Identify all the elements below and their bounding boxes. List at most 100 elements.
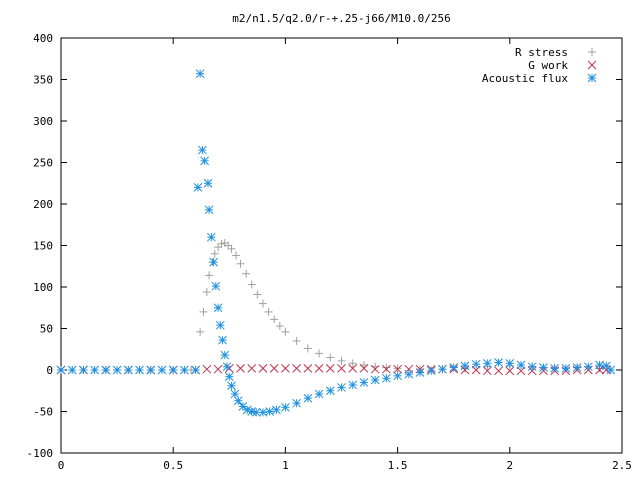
data-point bbox=[238, 402, 248, 411]
y-tick-label: 250 bbox=[33, 157, 53, 170]
y-tick-label: 100 bbox=[33, 281, 53, 294]
data-point bbox=[224, 372, 234, 381]
data-point bbox=[220, 350, 230, 360]
data-point bbox=[292, 363, 301, 373]
data-point bbox=[236, 259, 245, 268]
legend-label: Acoustic flux bbox=[482, 72, 568, 85]
data-point bbox=[382, 363, 391, 372]
data-point bbox=[505, 359, 515, 368]
data-point bbox=[494, 358, 503, 367]
data-point bbox=[315, 349, 324, 358]
data-point bbox=[112, 365, 122, 375]
data-point bbox=[90, 365, 100, 375]
data-point bbox=[258, 299, 267, 308]
y-tick-label: -50 bbox=[33, 406, 53, 419]
data-point bbox=[281, 363, 290, 373]
data-point bbox=[202, 287, 211, 296]
data-point bbox=[348, 380, 358, 390]
data-point bbox=[527, 362, 537, 372]
data-point bbox=[199, 307, 208, 316]
data-point bbox=[460, 361, 470, 371]
data-point bbox=[146, 365, 156, 375]
y-tick-label: 300 bbox=[33, 115, 53, 128]
data-point bbox=[242, 269, 251, 278]
data-point bbox=[325, 386, 335, 396]
y-tick-label: 400 bbox=[33, 32, 53, 45]
series-acoustic-flux bbox=[56, 69, 616, 417]
y-tick-label: 350 bbox=[33, 74, 53, 87]
data-point bbox=[251, 407, 261, 417]
data-point bbox=[233, 396, 243, 406]
data-point bbox=[382, 364, 391, 374]
data-point bbox=[101, 365, 111, 375]
legend-marker bbox=[588, 48, 596, 56]
data-point bbox=[210, 249, 219, 258]
data-point bbox=[348, 359, 357, 368]
data-point bbox=[326, 353, 335, 362]
data-point bbox=[157, 365, 167, 375]
legend-marker bbox=[587, 73, 597, 83]
data-point bbox=[269, 363, 279, 373]
axis-ticks: -100 -50 0 50 100 150 200 250 300 350 400 0 0.5 1 1.5 2… bbox=[27, 32, 632, 472]
data-point bbox=[79, 365, 88, 375]
y-tick-label: 0 bbox=[46, 364, 53, 377]
data-point bbox=[232, 251, 241, 260]
y-tick-label: 200 bbox=[33, 198, 53, 211]
data-point bbox=[56, 365, 66, 375]
data-point bbox=[438, 364, 447, 374]
data-point bbox=[193, 183, 203, 192]
data-point bbox=[393, 371, 402, 381]
data-point bbox=[539, 363, 548, 372]
data-point bbox=[198, 145, 207, 155]
data-point bbox=[196, 327, 205, 336]
data-point bbox=[227, 244, 236, 253]
data-point bbox=[206, 232, 216, 242]
data-point bbox=[393, 364, 402, 373]
data-point bbox=[527, 366, 537, 376]
data-point bbox=[264, 307, 273, 316]
x-tick-label: 2 bbox=[506, 459, 513, 472]
data-point bbox=[303, 344, 312, 353]
data-point bbox=[303, 363, 313, 373]
data-point bbox=[202, 364, 212, 374]
data-point bbox=[460, 365, 470, 375]
y-tick-label: 50 bbox=[40, 323, 53, 336]
data-point bbox=[382, 373, 391, 383]
data-point bbox=[550, 363, 560, 373]
data-point bbox=[314, 363, 324, 373]
x-tick-label: 2.5 bbox=[612, 459, 632, 472]
legend-label: G work bbox=[528, 59, 568, 72]
data-point bbox=[292, 398, 301, 408]
data-point bbox=[325, 363, 335, 373]
data-point bbox=[265, 407, 275, 416]
data-point bbox=[572, 363, 582, 372]
data-point bbox=[314, 389, 324, 399]
data-point bbox=[505, 366, 515, 376]
data-point bbox=[205, 271, 214, 280]
data-point bbox=[215, 320, 225, 330]
data-point bbox=[135, 365, 144, 375]
data-point bbox=[483, 366, 492, 376]
legend-marker bbox=[587, 60, 597, 70]
data-point bbox=[123, 365, 133, 375]
data-point bbox=[209, 257, 218, 267]
data-point bbox=[270, 315, 279, 324]
data-point bbox=[449, 363, 459, 372]
data-point bbox=[258, 363, 268, 373]
x-tick-label: 0.5 bbox=[163, 459, 183, 472]
data-point bbox=[404, 369, 414, 379]
data-point bbox=[224, 241, 233, 250]
data-point bbox=[516, 360, 526, 370]
data-point bbox=[494, 366, 503, 376]
data-point bbox=[217, 239, 226, 248]
data-point bbox=[195, 69, 205, 79]
data-point bbox=[213, 364, 223, 374]
data-point bbox=[247, 363, 257, 373]
y-tick-label: 150 bbox=[33, 240, 53, 253]
data-point bbox=[583, 362, 593, 372]
data-point bbox=[601, 365, 611, 375]
data-point bbox=[426, 366, 436, 376]
data-point bbox=[191, 365, 200, 375]
